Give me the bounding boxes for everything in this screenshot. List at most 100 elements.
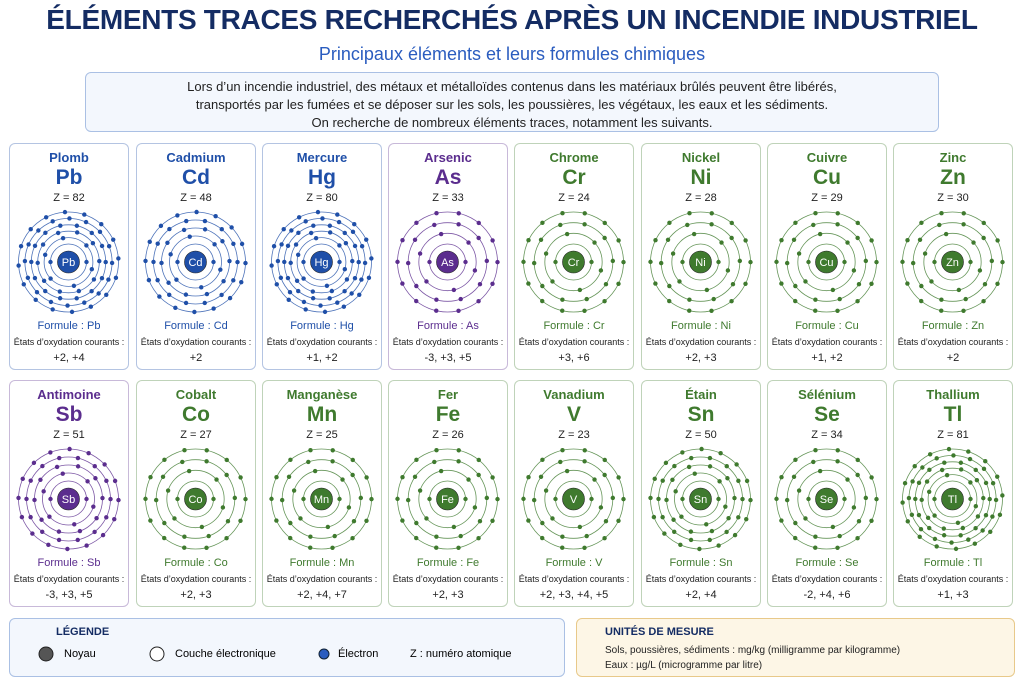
electron bbox=[616, 238, 621, 243]
electron bbox=[662, 531, 667, 536]
electron bbox=[204, 459, 209, 464]
electron bbox=[719, 240, 724, 245]
electron bbox=[102, 462, 107, 467]
electron bbox=[919, 497, 924, 503]
nucleus-symbol: Pb bbox=[62, 257, 75, 269]
electron bbox=[971, 240, 976, 245]
legend-item: Noyau bbox=[64, 648, 96, 660]
electron bbox=[350, 457, 355, 463]
electron bbox=[905, 281, 910, 286]
electron bbox=[293, 242, 299, 247]
electron bbox=[28, 227, 33, 232]
electron bbox=[913, 496, 918, 502]
electron bbox=[851, 268, 857, 273]
electron bbox=[116, 497, 121, 503]
electron bbox=[484, 258, 490, 264]
electron bbox=[730, 282, 736, 287]
element-name: Cobalt bbox=[175, 387, 217, 402]
electron bbox=[424, 279, 429, 284]
electron bbox=[89, 267, 95, 272]
electron bbox=[352, 222, 357, 227]
nucleus bbox=[689, 250, 712, 274]
electron bbox=[540, 283, 545, 289]
electron bbox=[975, 514, 981, 519]
electron bbox=[779, 237, 784, 243]
electron bbox=[1000, 259, 1005, 265]
electron bbox=[340, 477, 345, 482]
electron bbox=[981, 235, 986, 241]
electron bbox=[796, 251, 802, 256]
electron bbox=[560, 297, 565, 302]
electron bbox=[88, 304, 94, 309]
electron bbox=[112, 516, 117, 522]
electron bbox=[704, 287, 710, 293]
electron bbox=[202, 218, 208, 224]
element-symbol: Sn bbox=[687, 403, 715, 426]
electron bbox=[56, 529, 62, 534]
electron bbox=[116, 256, 121, 261]
electron bbox=[243, 496, 248, 502]
oxidation-label: États d’oxydation courants : bbox=[771, 337, 883, 347]
legend: LÉGENDE Noyau Couche électronique Électr… bbox=[9, 618, 565, 677]
electron bbox=[477, 282, 483, 287]
electron bbox=[414, 220, 419, 226]
shell-icon bbox=[149, 646, 165, 662]
electron bbox=[43, 215, 49, 220]
element-symbol: Zn bbox=[940, 166, 966, 189]
electron bbox=[434, 448, 439, 453]
electron bbox=[584, 533, 589, 539]
nucleus bbox=[562, 487, 585, 511]
oxidation-states: +2, +4 bbox=[685, 589, 717, 601]
electron bbox=[414, 535, 419, 541]
electron bbox=[32, 497, 37, 503]
electron-shell bbox=[169, 235, 222, 289]
electron bbox=[16, 495, 21, 501]
electron bbox=[180, 459, 185, 465]
electron bbox=[35, 260, 40, 266]
electron bbox=[540, 298, 545, 304]
electron bbox=[239, 279, 244, 285]
subtitle: Principaux éléments et leurs formules ch… bbox=[318, 44, 706, 64]
units: UNITÉS DE MESURE Sols, poussières, sédim… bbox=[576, 618, 1015, 677]
formula: Formule : As bbox=[417, 320, 479, 332]
electron bbox=[202, 227, 208, 232]
atom-diagram: Fe bbox=[395, 448, 500, 550]
atom-diagram: Cr bbox=[521, 211, 626, 313]
nucleus bbox=[941, 250, 964, 274]
electron bbox=[312, 468, 318, 474]
electron bbox=[667, 283, 672, 289]
electron bbox=[680, 450, 685, 455]
electron bbox=[589, 259, 594, 265]
electron bbox=[495, 496, 500, 502]
electron bbox=[667, 220, 672, 226]
element-card: Thallium Tl Z = 81 Tl Formule : Tl États d’ox… bbox=[893, 380, 1013, 607]
electron bbox=[192, 309, 197, 315]
electron bbox=[699, 446, 704, 452]
electron bbox=[395, 496, 400, 502]
electron bbox=[157, 294, 162, 299]
electron bbox=[31, 460, 37, 466]
electron bbox=[71, 283, 77, 288]
electron bbox=[322, 309, 328, 315]
electron bbox=[490, 518, 495, 524]
nucleus bbox=[57, 250, 80, 274]
electron bbox=[543, 251, 549, 256]
element-card: Antimoine Sb Z = 51 Sb Formule : Sb États d’o… bbox=[9, 380, 129, 607]
electron bbox=[296, 288, 301, 294]
electron bbox=[651, 514, 657, 520]
electron bbox=[540, 520, 545, 526]
intro-line: Lors d’un incendie industriel, des métau… bbox=[187, 79, 837, 94]
electron bbox=[414, 457, 419, 463]
electron bbox=[56, 537, 62, 543]
electron bbox=[736, 515, 741, 520]
electron bbox=[553, 259, 558, 265]
oxidation-states: +2, +4, +7 bbox=[297, 589, 347, 601]
electron bbox=[342, 288, 347, 294]
electron bbox=[343, 240, 349, 246]
electron bbox=[813, 308, 818, 313]
electron bbox=[564, 231, 570, 237]
electron bbox=[560, 545, 565, 550]
nucleus-symbol: Cd bbox=[188, 257, 202, 269]
electron bbox=[835, 448, 840, 453]
electron bbox=[458, 533, 463, 539]
